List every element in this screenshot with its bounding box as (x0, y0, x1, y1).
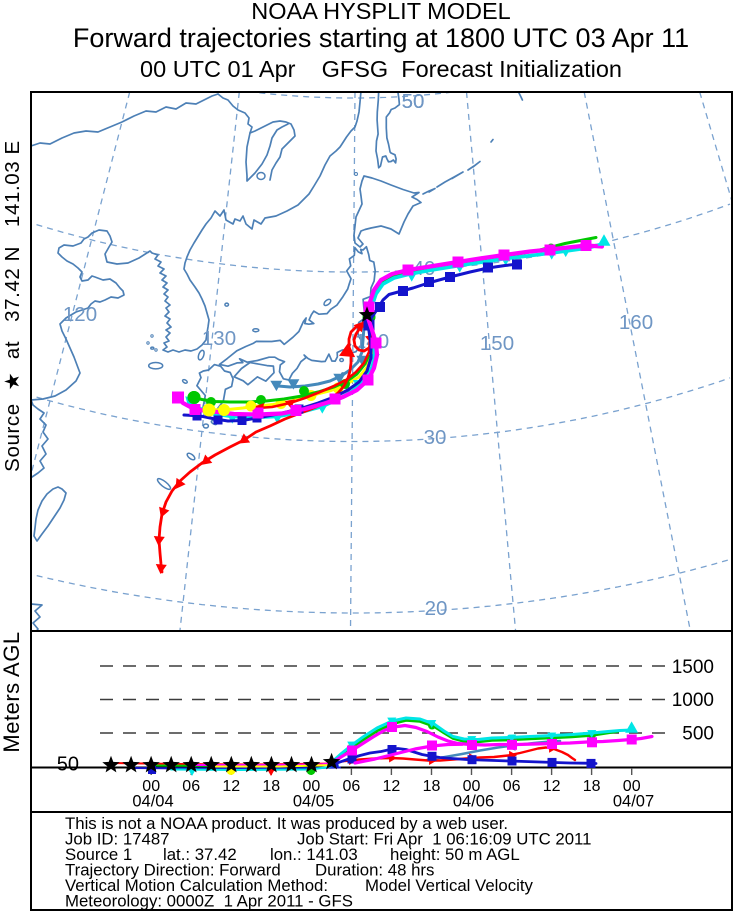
svg-text:Model Vertical Velocity: Model Vertical Velocity (365, 876, 534, 895)
svg-text:500: 500 (682, 724, 714, 745)
svg-text:Meteorology: 0000Z 1 Apr 2011: Meteorology: 0000Z 1 Apr 2011 - GFS (65, 892, 353, 911)
svg-text:12: 12 (543, 778, 561, 795)
svg-text:12: 12 (383, 778, 401, 795)
svg-text:12: 12 (222, 778, 240, 795)
svg-text:06: 06 (343, 778, 361, 795)
svg-text:Source 1: Source 1 (65, 845, 132, 864)
svg-text:00: 00 (142, 778, 160, 795)
svg-text:1500: 1500 (672, 657, 714, 678)
svg-text:Forward trajectories starting: Forward trajectories starting at 1800 UT… (73, 23, 689, 53)
svg-text:00: 00 (303, 778, 321, 795)
svg-text:Vertical Motion Calculation Me: Vertical Motion Calculation Method: (65, 876, 328, 895)
svg-text:18: 18 (262, 778, 280, 795)
svg-text:04/04: 04/04 (132, 793, 173, 811)
svg-text:160: 160 (619, 311, 653, 334)
svg-text:00 UTC 01 Apr GFSG Forecas: 00 UTC 01 Apr GFSG Forecast Initializati… (140, 56, 622, 82)
svg-text:04/06: 04/06 (453, 793, 494, 811)
svg-text:04/07: 04/07 (613, 793, 654, 811)
svg-text:04/05: 04/05 (293, 793, 334, 811)
svg-text:Source ★ at 37.42 N 141.: Source ★ at 37.42 N 141.03 E (1, 140, 24, 472)
svg-text:Trajectory Direction: Forward: Trajectory Direction: Forward (65, 861, 281, 880)
svg-text:06: 06 (503, 778, 521, 795)
svg-text:lat.: 37.42: lat.: 37.42 (163, 845, 237, 864)
svg-text:Job ID: 17487: Job ID: 17487 (65, 830, 170, 849)
svg-text:height: 50 m AGL: height: 50 m AGL (390, 845, 520, 864)
svg-text:18: 18 (423, 778, 441, 795)
svg-text:1000: 1000 (672, 690, 714, 711)
svg-text:NOAA HYSPLIT MODEL: NOAA HYSPLIT MODEL (251, 0, 510, 24)
svg-text:Meters AGL: Meters AGL (0, 631, 24, 752)
svg-text:00: 00 (623, 778, 641, 795)
svg-text:18: 18 (583, 778, 601, 795)
svg-text:This is not a NOAA product. It: This is not a NOAA product. It was produ… (65, 814, 508, 833)
svg-text:lon.: 141.03: lon.: 141.03 (270, 845, 358, 864)
svg-text:50: 50 (57, 754, 79, 776)
svg-text:50: 50 (402, 90, 425, 113)
svg-text:130: 130 (202, 327, 236, 350)
svg-text:150: 150 (480, 332, 514, 355)
svg-text:06: 06 (182, 778, 200, 795)
svg-text:Duration: 48 hrs: Duration: 48 hrs (315, 861, 434, 880)
svg-text:Job Start: Fri Apr 1 06:16:09: Job Start: Fri Apr 1 06:16:09 UTC 2011 (297, 830, 591, 849)
svg-text:00: 00 (463, 778, 481, 795)
svg-text:120: 120 (63, 303, 97, 326)
svg-text:50: 50 (402, 90, 425, 113)
svg-text:30: 30 (424, 426, 447, 449)
svg-text:20: 20 (425, 597, 448, 620)
